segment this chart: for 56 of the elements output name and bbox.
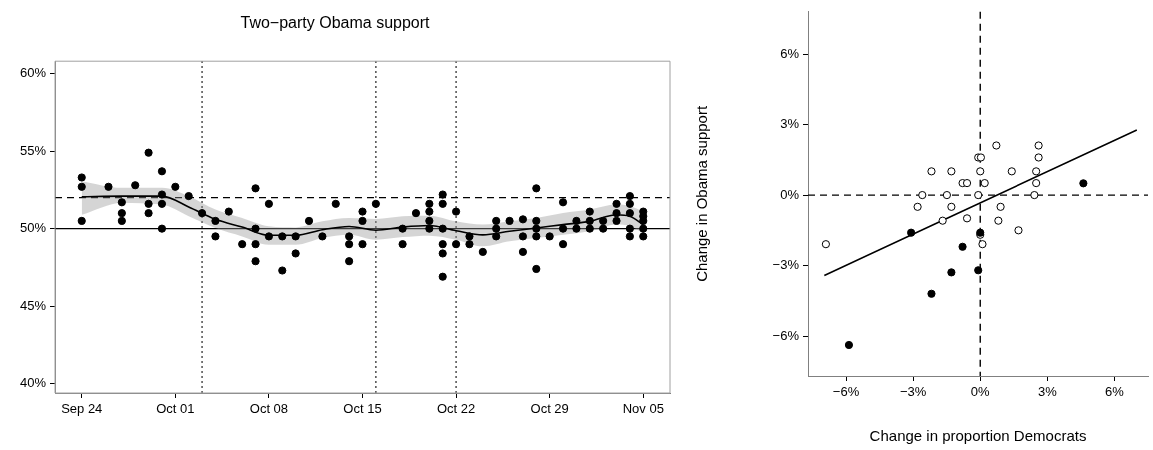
point	[974, 266, 983, 275]
point	[942, 190, 952, 200]
point	[974, 190, 983, 200]
point	[947, 268, 956, 277]
point	[907, 228, 916, 237]
point	[1014, 226, 1023, 235]
y-tick-label: 40%	[19, 375, 47, 391]
point	[844, 340, 854, 350]
y-tick-label: −6%	[772, 327, 800, 343]
x-tick-label: Sep 24	[61, 401, 103, 417]
y-tick-label: −3%	[772, 257, 800, 273]
y-tick-label: 50%	[19, 220, 47, 236]
x-tick-label: −3%	[899, 384, 927, 400]
point	[913, 202, 922, 211]
point	[1034, 141, 1043, 150]
x-axis-title: Change in proportion Democrats	[869, 427, 1087, 445]
point	[1032, 178, 1041, 188]
point	[918, 190, 927, 200]
chart-title: Two−party Obama support	[240, 14, 431, 32]
x-tick-label: 0%	[970, 384, 991, 400]
x-tick-label: 3%	[1037, 384, 1058, 400]
y-axis-title: Change in Obama support	[693, 105, 711, 282]
point	[976, 167, 985, 176]
x-tick-label: −6%	[832, 384, 860, 400]
y-tick-label: 55%	[19, 142, 47, 158]
point	[1034, 153, 1043, 162]
x-tick-label: Oct 01	[156, 401, 195, 417]
point	[938, 216, 947, 225]
point	[962, 178, 972, 188]
y-tick-label: 45%	[19, 297, 47, 313]
point	[927, 289, 936, 298]
x-tick-label: Nov 05	[622, 401, 664, 417]
y-tick-label: 60%	[19, 65, 47, 81]
point	[994, 216, 1003, 225]
point	[992, 141, 1001, 150]
point	[821, 240, 830, 249]
x-tick-label: Oct 15	[343, 401, 382, 417]
point	[1079, 179, 1088, 188]
x-tick-label: Oct 29	[530, 401, 569, 417]
y-tick-label: 6%	[780, 45, 800, 61]
point	[927, 167, 936, 176]
y-tick-label: 0%	[780, 186, 800, 202]
x-tick-label: 6%	[1105, 384, 1125, 400]
point	[978, 240, 987, 249]
point	[980, 178, 989, 188]
point	[1030, 190, 1039, 200]
point	[958, 242, 967, 251]
y-tick-label: 3%	[780, 116, 800, 132]
point	[962, 214, 972, 223]
point	[1007, 167, 1016, 176]
point	[947, 167, 956, 176]
x-tick-label: Oct 08	[249, 401, 289, 417]
point	[947, 202, 956, 211]
point	[1032, 167, 1041, 176]
x-tick-label: Oct 22	[436, 401, 476, 417]
point	[996, 202, 1005, 211]
